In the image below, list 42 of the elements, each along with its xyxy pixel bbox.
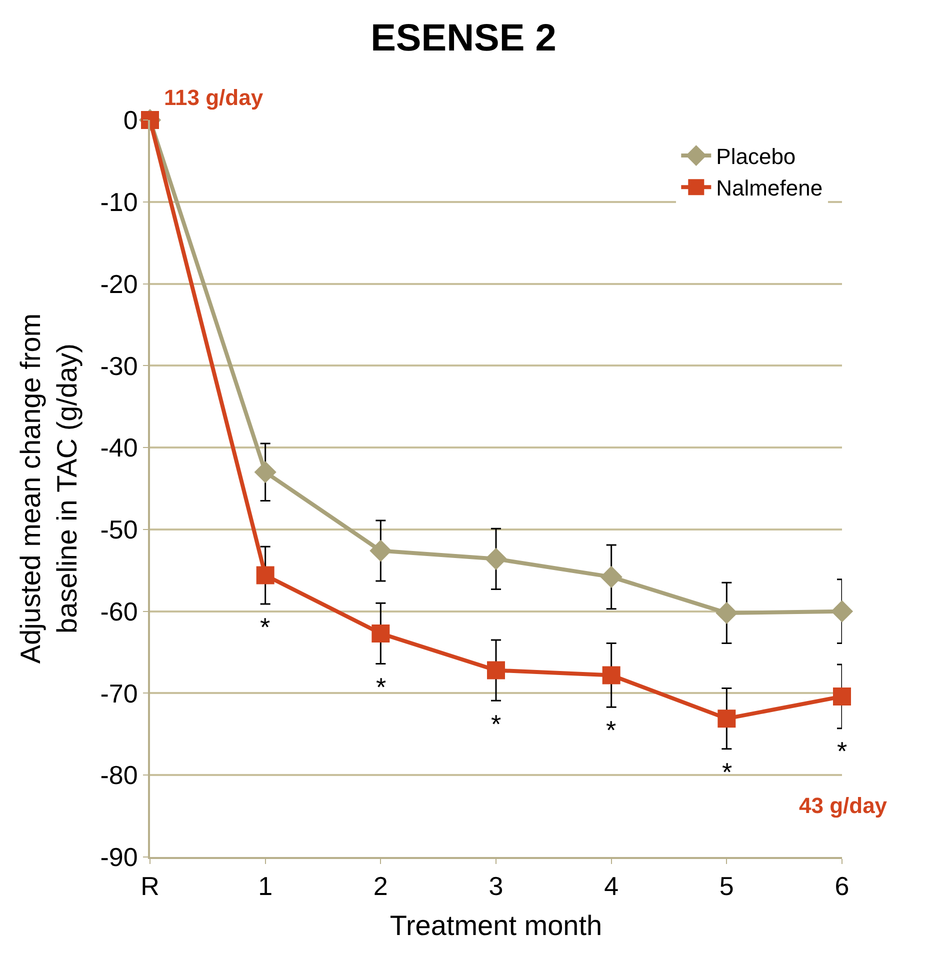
annotation: * bbox=[260, 612, 270, 642]
y-tick-label: -50 bbox=[100, 514, 138, 545]
annotation: * bbox=[606, 715, 616, 745]
point bbox=[830, 600, 854, 622]
x-tick-label: 2 bbox=[373, 871, 388, 902]
y-tick-label: 0 bbox=[123, 105, 138, 136]
y-tick-label: -30 bbox=[100, 350, 138, 381]
y-axis-title: Adjusted mean change from baseline in TAC (g/day) bbox=[15, 313, 82, 664]
y-tick-label: -70 bbox=[100, 678, 138, 708]
legend-label: Nalmefene bbox=[716, 176, 823, 201]
point bbox=[370, 540, 392, 562]
y-tick-label: -60 bbox=[100, 596, 138, 626]
point bbox=[487, 661, 505, 680]
point bbox=[600, 566, 622, 588]
point bbox=[256, 566, 274, 584]
y-tick-label: -90 bbox=[100, 842, 138, 872]
point bbox=[718, 710, 736, 728]
y-tick-label: -40 bbox=[100, 432, 138, 463]
x-tick-label: 6 bbox=[834, 871, 850, 902]
point bbox=[833, 688, 851, 706]
x-axis-title: Treatment month bbox=[390, 910, 602, 941]
x-tick-label: 3 bbox=[488, 871, 504, 902]
legend-label: Placebo bbox=[716, 144, 796, 170]
x-tick-label: 1 bbox=[258, 871, 273, 902]
annotation: 113 g/day bbox=[164, 85, 264, 110]
annotation: * bbox=[722, 757, 732, 787]
point bbox=[254, 461, 276, 484]
point bbox=[716, 602, 738, 624]
y-tick-label: -20 bbox=[100, 268, 138, 299]
point bbox=[602, 666, 620, 684]
point bbox=[372, 624, 390, 642]
chart-title: ESENSE 2 bbox=[370, 18, 556, 60]
point bbox=[484, 548, 508, 570]
annotation: * bbox=[491, 709, 502, 739]
x-tick-label: 5 bbox=[719, 871, 734, 902]
annotation: * bbox=[837, 736, 848, 766]
x-tick-label: R bbox=[140, 871, 160, 902]
annotation: * bbox=[376, 672, 386, 702]
y-tick-label: -10 bbox=[100, 186, 138, 217]
annotation: 43 g/day bbox=[799, 793, 888, 818]
x-tick-label: 4 bbox=[604, 871, 619, 902]
y-tick-label: -80 bbox=[100, 760, 138, 790]
